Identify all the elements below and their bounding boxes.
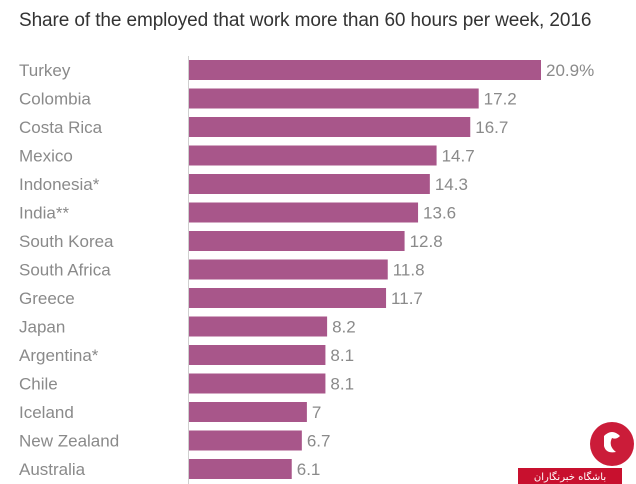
category-labels: Turkey Colombia Costa Rica Mexico Indonesia*… xyxy=(19,61,119,479)
value-label: 8.1 xyxy=(330,346,354,365)
category-label: Turkey xyxy=(19,61,71,80)
watermark-emblem-mark xyxy=(604,432,620,453)
bar xyxy=(189,373,326,394)
value-label: 11.7 xyxy=(391,289,423,308)
category-label: Chile xyxy=(19,375,58,394)
value-label: 16.7 xyxy=(475,118,508,137)
category-label: Argentina* xyxy=(19,346,99,365)
watermark-text: باشگاه خبرنگاران xyxy=(534,471,606,483)
watermark-banner xyxy=(518,468,622,484)
chart-title: Share of the employed that work more tha… xyxy=(19,10,592,31)
category-label: New Zealand xyxy=(19,432,119,451)
bar xyxy=(189,231,405,251)
value-label: 8.1 xyxy=(330,375,354,394)
bar xyxy=(189,345,326,365)
value-label: 6.7 xyxy=(307,432,331,451)
value-label: 6.1 xyxy=(297,460,321,479)
bar xyxy=(189,174,430,194)
category-label: Japan xyxy=(19,318,65,337)
bar xyxy=(189,316,328,337)
bar xyxy=(189,117,471,137)
bar xyxy=(189,202,419,223)
bars xyxy=(189,60,541,479)
value-label: 17.2 xyxy=(484,90,517,109)
value-label: 7 xyxy=(312,403,321,422)
value-label: 14.7 xyxy=(442,147,475,166)
bar xyxy=(189,145,437,166)
bar xyxy=(189,402,307,422)
category-label: Australia xyxy=(19,460,86,479)
category-label: Mexico xyxy=(19,147,73,166)
value-labels: 20.9% 17.2 16.714.7 14.3 13.6 12.8 11.8 11.7 8.2… xyxy=(297,61,594,479)
bar xyxy=(189,88,479,109)
bar xyxy=(189,459,292,479)
watermark-emblem xyxy=(590,422,634,466)
category-label: Colombia xyxy=(19,90,91,109)
value-label: 8.2 xyxy=(332,318,356,337)
category-label: Greece xyxy=(19,289,75,308)
value-label: 11.8 xyxy=(393,261,425,280)
value-label: 20.9% xyxy=(546,61,594,80)
value-label: 14.3 xyxy=(435,175,468,194)
value-label: 13.6 xyxy=(423,204,456,223)
bar xyxy=(189,259,388,280)
value-label: 12.8 xyxy=(410,232,443,251)
category-label: Costa Rica xyxy=(19,118,103,137)
category-label: South Korea xyxy=(19,232,114,251)
category-label: Indonesia* xyxy=(19,175,100,194)
bar xyxy=(189,288,387,308)
category-label: Iceland xyxy=(19,403,74,422)
bar xyxy=(189,60,541,80)
category-label: South Africa xyxy=(19,261,111,280)
category-label: India** xyxy=(19,204,69,223)
watermark-logo: باشگاه خبرنگاران xyxy=(518,422,634,484)
bar xyxy=(189,430,302,451)
